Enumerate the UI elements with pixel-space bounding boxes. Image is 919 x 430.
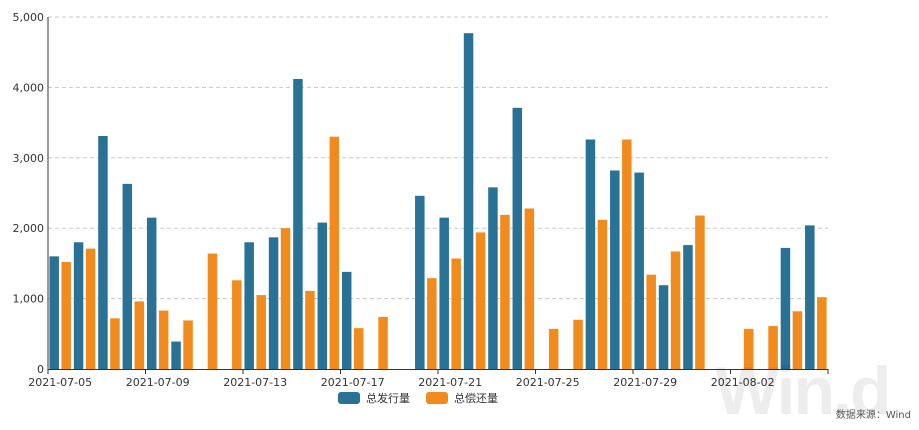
- bar-issuance: [415, 195, 425, 369]
- bar-issuance: [780, 247, 791, 369]
- y-tick-label: 0: [37, 363, 44, 376]
- bar-repayment: [183, 320, 193, 369]
- bar-issuance: [341, 271, 352, 369]
- x-tick-label: 2021-07-13: [223, 376, 287, 389]
- bar-repayment: [329, 136, 340, 369]
- bar-issuance: [512, 107, 523, 369]
- legend-label-issuance: 总发行量: [366, 392, 410, 405]
- bar-repayment: [353, 328, 364, 369]
- x-tick-label: 2021-07-17: [321, 376, 385, 389]
- bar-issuance: [585, 139, 596, 369]
- bar-issuance: [439, 217, 449, 369]
- x-tick-label: 2021-07-29: [613, 376, 677, 389]
- bar-issuance: [49, 256, 59, 369]
- x-tick-label: 2021-07-09: [126, 376, 190, 389]
- bar-repayment: [475, 232, 486, 369]
- wind-watermark: Win.d: [715, 353, 891, 429]
- bar-repayment: [451, 258, 461, 369]
- bar-repayment: [207, 253, 218, 369]
- bar-repayment: [134, 301, 145, 369]
- bar-repayment: [573, 319, 583, 369]
- bar-repayment: [817, 297, 827, 369]
- bar-issuance: [171, 341, 181, 369]
- bar-repayment: [597, 219, 608, 369]
- bar-issuance: [146, 217, 157, 369]
- bar-issuance: [488, 187, 498, 369]
- bar-repayment: [524, 208, 535, 369]
- bar-repayment: [305, 290, 315, 369]
- legend-label-repayment: 总偿还量: [454, 392, 498, 405]
- bar-issuance: [634, 172, 644, 369]
- bar-repayment: [792, 311, 803, 369]
- bar-repayment: [670, 251, 681, 369]
- bar-repayment: [378, 316, 388, 369]
- bar-issuance: [122, 183, 133, 369]
- y-tick-label: 2,000: [13, 222, 45, 235]
- x-tick-label: 2021-08-02: [711, 376, 775, 389]
- y-tick-label: 5,000: [13, 11, 45, 24]
- bar-repayment: [548, 328, 559, 369]
- bar-repayment: [695, 215, 705, 369]
- y-tick-label: 3,000: [13, 152, 45, 165]
- x-tick-label: 2021-07-21: [418, 376, 482, 389]
- bar-repayment: [61, 261, 71, 369]
- bar-repayment: [427, 278, 437, 369]
- bar-repayment: [158, 310, 169, 369]
- bar-repayment: [256, 295, 266, 369]
- bar-repayment: [110, 318, 120, 369]
- bar-repayment: [232, 280, 242, 369]
- x-tick-label: 2021-07-05: [28, 376, 92, 389]
- bar-issuance: [805, 225, 815, 369]
- legend: 总发行量 总偿还量: [0, 390, 919, 410]
- bar-issuance: [658, 285, 669, 369]
- bar-issuance: [683, 245, 693, 369]
- legend-swatch-issuance: [338, 392, 360, 404]
- bar-issuance: [610, 170, 620, 369]
- bar-repayment: [85, 248, 96, 369]
- bar-repayment: [622, 139, 632, 369]
- bar-issuance: [268, 237, 279, 369]
- bar-repayment: [743, 328, 754, 369]
- bar-issuance: [463, 33, 474, 369]
- bar-issuance: [244, 242, 254, 369]
- source-note: 数据来源：Wind: [835, 410, 911, 421]
- legend-swatch-repayment: [426, 392, 448, 404]
- bar-issuance: [317, 222, 328, 369]
- x-tick-label: 2021-07-25: [516, 376, 580, 389]
- bar-issuance: [73, 242, 84, 369]
- bar-repayment: [500, 214, 510, 369]
- bar-repayment: [280, 228, 291, 369]
- bar-issuance: [293, 78, 303, 370]
- legend-item-issuance[interactable]: 总发行量: [338, 390, 410, 406]
- bar-repayment: [768, 326, 778, 369]
- y-tick-label: 1,000: [13, 293, 45, 306]
- legend-item-repayment[interactable]: 总偿还量: [426, 390, 498, 406]
- y-tick-label: 4,000: [13, 81, 45, 94]
- bar-issuance: [98, 135, 108, 369]
- bar-repayment: [646, 274, 656, 369]
